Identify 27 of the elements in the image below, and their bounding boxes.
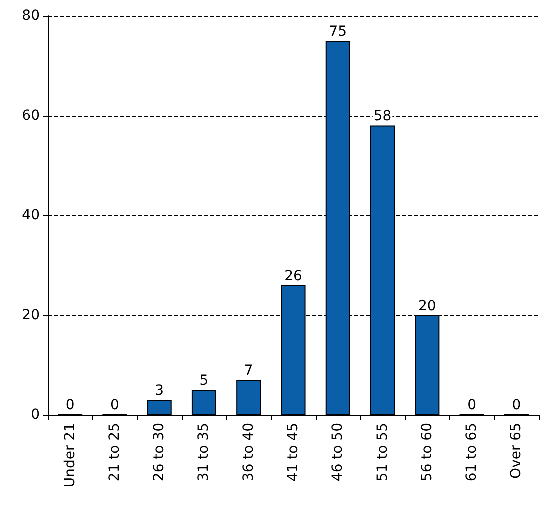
x-tick-label: 51 to 55 xyxy=(374,423,391,482)
data-label: 5 xyxy=(200,373,209,390)
data-label: 0 xyxy=(512,398,522,414)
x-tick-label: 36 to 40 xyxy=(240,423,257,482)
y-tick-label: 0 xyxy=(31,407,40,423)
y-tick-label: 80 xyxy=(22,8,40,24)
y-tick-label: 60 xyxy=(22,108,40,124)
data-label: 0 xyxy=(110,398,120,414)
data-label: 75 xyxy=(329,24,348,40)
x-tick-label: 46 to 50 xyxy=(330,423,346,482)
data-label: 58 xyxy=(374,108,392,125)
x-tick-label: 61 to 65 xyxy=(464,423,480,482)
data-label: 7 xyxy=(244,363,254,380)
x-tick-label: Under 21 xyxy=(62,423,78,488)
y-tick-label: 40 xyxy=(22,208,40,224)
x-tick-label: 26 to 30 xyxy=(152,423,168,482)
data-label: 26 xyxy=(284,268,302,284)
x-tick-label: 56 to 60 xyxy=(419,423,436,482)
data-label: 0 xyxy=(468,398,477,414)
data-label: 0 xyxy=(66,398,75,414)
x-tick-label: 41 to 45 xyxy=(286,423,302,482)
x-tick-label: 21 to 25 xyxy=(106,423,123,482)
y-tick-label: 20 xyxy=(22,307,40,324)
x-tick-label: 31 to 35 xyxy=(196,423,212,482)
x-tick-label: Over 65 xyxy=(508,423,525,479)
data-label: 3 xyxy=(155,383,164,400)
data-label: 20 xyxy=(418,298,436,314)
